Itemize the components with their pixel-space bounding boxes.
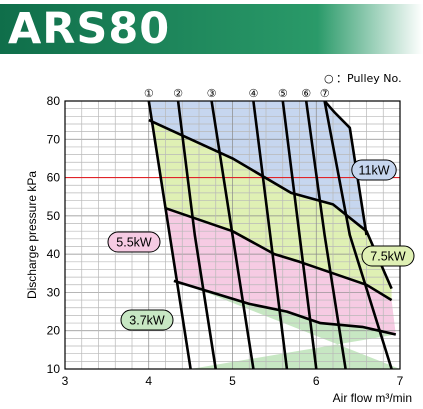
header-banner-background: [0, 4, 423, 54]
pulley-number-marker: ⑤: [278, 87, 288, 100]
header-banner: ARS80: [0, 0, 423, 58]
pulley-curve: [147, 101, 192, 369]
legend-circle-icon: ○: [324, 72, 334, 85]
pulley-curve: [176, 101, 217, 369]
zone-label-text: 11kW: [358, 164, 389, 178]
y-tick-label: 80: [47, 94, 61, 108]
x-tick-label: 5: [229, 374, 236, 388]
page-title: ARS80: [8, 4, 171, 54]
motor-limit-line: [148, 118, 393, 290]
zone-label-text: 5.5kW: [116, 236, 152, 250]
y-tick-label: 40: [47, 247, 61, 261]
pulley-number-marker: ④: [249, 87, 259, 100]
y-tick-label: 10: [47, 362, 61, 376]
zone-11kw: [148, 101, 392, 289]
pulley-number-marker: ⑥: [301, 87, 311, 100]
pulley-number-marker: ⑦: [320, 87, 330, 100]
pulley-curve: [252, 101, 289, 369]
plot-frame: [64, 100, 401, 370]
x-axis-label: Air flow m³/min: [333, 391, 412, 405]
y-tick-label: 30: [47, 285, 61, 299]
x-tick-label: 7: [397, 374, 404, 388]
y-tick-label: 60: [47, 171, 61, 185]
pulley-curve: [323, 101, 393, 369]
pulley-number-marker: ③: [207, 87, 217, 100]
legend-pulley-label: ：Pulley No.: [336, 72, 402, 85]
pulley-number-marker: ①: [144, 87, 154, 100]
pulley-curve: [210, 101, 255, 369]
pulley-number-marker: ②: [173, 87, 183, 100]
zone-label-bubble: [107, 231, 161, 253]
motor-limit-line: [165, 206, 393, 302]
y-tick-label: 50: [47, 209, 61, 223]
y-tick-label: 70: [47, 132, 61, 146]
zone-5-5kw: [165, 208, 396, 335]
x-tick-label: 4: [145, 374, 152, 388]
y-tick-label: 20: [47, 324, 61, 338]
zone-label-text: 3.7kW: [129, 314, 165, 328]
motor-limit-line: [173, 279, 397, 336]
zone-label-text: 7.5kW: [370, 250, 406, 264]
zone-label-bubble: [351, 159, 397, 181]
x-tick-label: 3: [62, 374, 69, 388]
zone-label-bubble: [361, 245, 415, 267]
zone-3-7kw: [173, 280, 400, 369]
x-tick-label: 6: [313, 374, 320, 388]
pulley-curve: [281, 101, 318, 369]
zone-7-5kw: [148, 120, 392, 301]
zone-label-bubble: [120, 309, 174, 331]
y-axis-label: Discharge pressure kPa: [25, 171, 39, 299]
